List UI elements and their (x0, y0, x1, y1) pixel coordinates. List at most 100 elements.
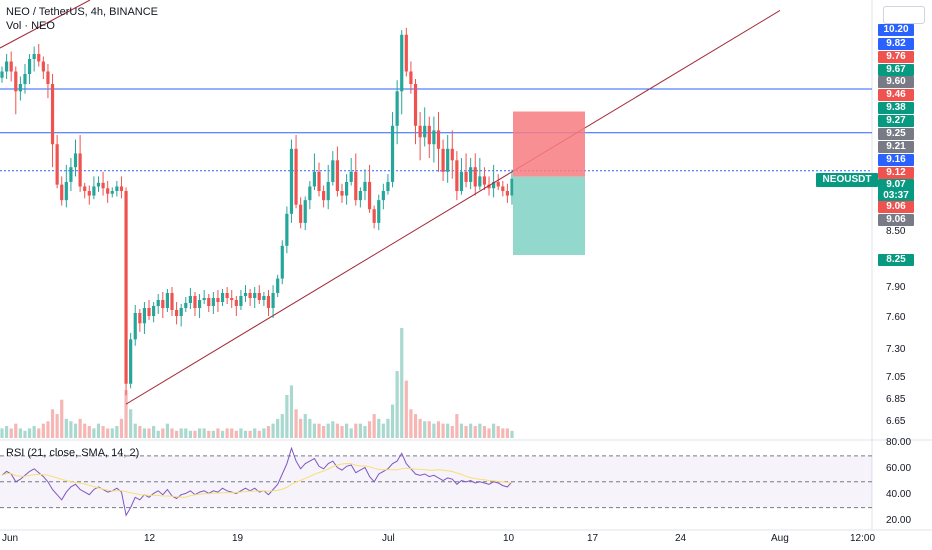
volume-bar (220, 430, 225, 438)
volume-bar (69, 421, 73, 438)
volume-bar (179, 428, 183, 438)
volume-bar (257, 430, 261, 438)
volume-bar (184, 428, 188, 438)
volume-bar (124, 390, 128, 438)
volume-legend: Vol · NEO (6, 20, 55, 32)
candle-body (464, 171, 468, 182)
volume-bar (14, 423, 18, 438)
symbol-legend: NEO / TetherUS, 4h, BINANCE (6, 6, 159, 18)
volume-bar (377, 418, 381, 438)
volume-bar (230, 428, 234, 438)
volume-bar (50, 409, 55, 438)
volume-bar (266, 426, 271, 438)
price-tick: 7.60 (886, 312, 906, 323)
candle-body (418, 125, 422, 138)
ticker-label: NEOUSDT (816, 173, 878, 187)
candle-body (138, 313, 142, 324)
candle-body (413, 84, 418, 126)
volume-bar (64, 418, 68, 438)
candle-body (459, 171, 464, 192)
candle-body (110, 191, 114, 194)
volume-bar (413, 414, 418, 438)
candle-body (220, 293, 225, 302)
candle-body (390, 125, 395, 182)
volume-bar (427, 421, 431, 438)
volume-bar (4, 426, 9, 438)
candle-body (377, 200, 381, 223)
volume-bar (0, 428, 4, 438)
volume-bar (446, 423, 450, 438)
volume-bar (400, 328, 404, 438)
candle-body (225, 293, 229, 298)
price-tick: 7.05 (886, 372, 906, 383)
price-label: 9.82 (878, 38, 914, 50)
candle-body (156, 300, 160, 306)
volume-bar (354, 423, 358, 438)
time-tick: Jun (2, 533, 19, 544)
candle-body (386, 181, 390, 192)
candle-body (289, 148, 294, 214)
candle-body (271, 293, 275, 308)
volume-bar (23, 430, 27, 438)
candle-body (216, 298, 220, 302)
volume-bar (110, 428, 114, 438)
rsi-line (1, 446, 513, 517)
volume-bar (418, 418, 422, 438)
candle-body (179, 308, 183, 316)
candle-body (60, 184, 64, 201)
candle-body (253, 293, 257, 298)
volume-bar (119, 418, 124, 438)
volume-bar (436, 421, 441, 438)
volume-bar (197, 428, 202, 438)
candle-body (312, 171, 317, 187)
candle-body (50, 84, 55, 145)
scale-settings-button[interactable] (883, 6, 925, 24)
candle-body (344, 181, 349, 196)
volume-bar (101, 426, 105, 438)
price-label: 9.60 (878, 76, 914, 88)
candle-body (133, 313, 137, 340)
candle-body (37, 54, 41, 62)
volume-bar (303, 414, 307, 438)
volume-bar (450, 426, 454, 438)
volume-bar (404, 380, 408, 438)
volume-bar (510, 430, 514, 438)
candle-body (170, 293, 174, 310)
rsi-tick: 60.00 (886, 463, 912, 474)
candle-body (432, 130, 436, 145)
price-label: 9.27 (878, 115, 914, 127)
time-tick: 17 (587, 533, 599, 544)
volume-bar (216, 428, 220, 438)
candle-body (46, 71, 50, 84)
volume-bar (432, 423, 436, 438)
volume-bar (170, 428, 174, 438)
candle-body (501, 186, 505, 192)
volume-bar (276, 418, 280, 438)
time-tick: 19 (232, 533, 244, 544)
candle-body (308, 186, 312, 201)
candle-body (276, 278, 280, 293)
candle-body (257, 293, 261, 300)
volume-bar (294, 409, 298, 438)
candle-body (142, 308, 147, 324)
candle-body (174, 310, 179, 316)
candle-body (230, 298, 234, 300)
candle-body (294, 148, 298, 205)
volume-bar (409, 409, 413, 438)
candle-body (41, 61, 45, 72)
volume-bar (505, 428, 510, 438)
price-label: 10.20 (878, 24, 914, 36)
volume-bar (37, 428, 41, 438)
volume-bar (55, 414, 59, 438)
candle-body (372, 209, 376, 223)
volume-bar (478, 423, 482, 438)
rsi-tick: 20.00 (886, 515, 912, 526)
candle-body (492, 181, 496, 189)
candle-body (487, 184, 491, 189)
volume-bar (9, 428, 13, 438)
stop-loss-zone (513, 111, 585, 177)
candle-body (207, 298, 211, 306)
candle-body (106, 188, 110, 194)
volume-bar (308, 418, 312, 438)
